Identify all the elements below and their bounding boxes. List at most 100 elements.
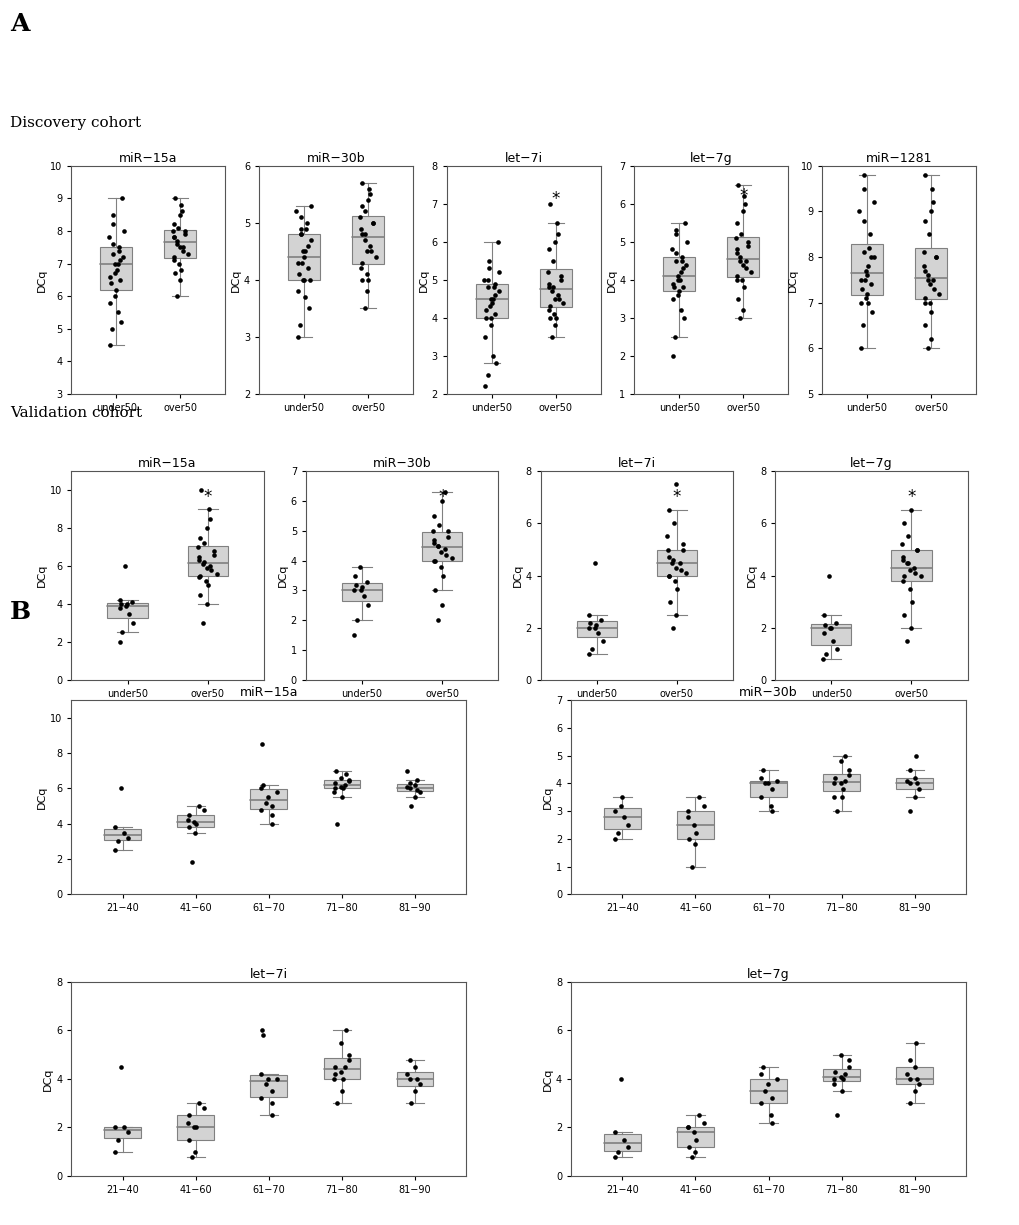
Point — [814, 649, 830, 669]
Point — [352, 557, 368, 577]
Point — [680, 801, 696, 821]
Point — [540, 300, 556, 320]
Point — [302, 270, 318, 289]
Point — [483, 307, 499, 327]
Point — [546, 304, 562, 323]
Point — [409, 1069, 425, 1089]
Bar — [603, 1134, 640, 1150]
Point — [334, 779, 351, 799]
Point — [695, 1112, 711, 1132]
Point — [916, 165, 932, 185]
Point — [185, 812, 202, 832]
Y-axis label: DCq: DCq — [38, 268, 47, 292]
Point — [686, 834, 702, 854]
Point — [475, 270, 491, 289]
Point — [587, 617, 603, 637]
Point — [359, 241, 375, 261]
Point — [333, 1033, 350, 1052]
Bar — [104, 828, 141, 840]
Point — [358, 572, 374, 592]
Point — [407, 1082, 423, 1101]
Point — [253, 1065, 269, 1084]
Point — [362, 236, 378, 256]
Point — [201, 500, 217, 519]
Point — [354, 578, 370, 598]
Point — [832, 773, 848, 793]
Bar — [177, 815, 214, 827]
Point — [360, 595, 376, 615]
Point — [672, 561, 688, 581]
Point — [293, 252, 310, 272]
Point — [834, 779, 850, 799]
Point — [919, 266, 935, 285]
Text: A: A — [10, 12, 30, 37]
Point — [107, 817, 123, 837]
Point — [666, 571, 683, 590]
Point — [115, 222, 131, 241]
Point — [752, 1094, 768, 1114]
Point — [477, 376, 493, 396]
Point — [253, 1089, 269, 1109]
Point — [403, 796, 419, 816]
Point — [169, 218, 185, 238]
Point — [908, 1069, 924, 1089]
Point — [908, 773, 924, 793]
Point — [676, 307, 692, 327]
Point — [916, 316, 932, 336]
Point — [924, 270, 941, 289]
Point — [675, 534, 691, 554]
Point — [541, 296, 557, 316]
Point — [905, 557, 921, 577]
Y-axis label: DCq: DCq — [418, 268, 428, 292]
Point — [353, 258, 369, 278]
Point — [907, 746, 923, 766]
Point — [290, 265, 307, 284]
Point — [326, 1069, 342, 1089]
Point — [433, 491, 449, 511]
Text: *: * — [906, 488, 915, 506]
Point — [401, 773, 418, 793]
Point — [108, 260, 124, 279]
Point — [898, 552, 914, 572]
Point — [332, 1062, 348, 1082]
Point — [914, 243, 930, 262]
Point — [172, 260, 189, 279]
Point — [671, 282, 687, 301]
Point — [902, 501, 918, 521]
Point — [825, 773, 842, 793]
Point — [609, 1142, 626, 1161]
Point — [354, 252, 370, 272]
Point — [833, 751, 849, 771]
Point — [123, 593, 140, 612]
Point — [433, 595, 449, 615]
Point — [615, 1129, 632, 1149]
Point — [658, 527, 675, 546]
Y-axis label: DCq: DCq — [788, 268, 797, 292]
Point — [865, 247, 881, 267]
Point — [546, 232, 562, 251]
Point — [619, 1137, 635, 1156]
Point — [337, 764, 354, 784]
Point — [687, 823, 703, 843]
Title: let−7i: let−7i — [250, 968, 287, 981]
Point — [546, 316, 562, 336]
Point — [861, 224, 877, 244]
Point — [264, 796, 280, 816]
Point — [168, 234, 184, 254]
Point — [253, 800, 269, 820]
Point — [487, 285, 503, 305]
Point — [328, 1094, 344, 1114]
Point — [171, 238, 187, 257]
Point — [906, 768, 922, 788]
Point — [910, 779, 926, 799]
Point — [919, 224, 935, 244]
Point — [899, 527, 915, 546]
Point — [424, 521, 440, 540]
Point — [354, 196, 370, 216]
Bar — [576, 621, 616, 637]
Point — [668, 579, 685, 599]
Point — [824, 631, 841, 650]
Point — [289, 282, 306, 301]
Bar — [396, 1072, 433, 1085]
Y-axis label: DCq: DCq — [230, 268, 240, 292]
